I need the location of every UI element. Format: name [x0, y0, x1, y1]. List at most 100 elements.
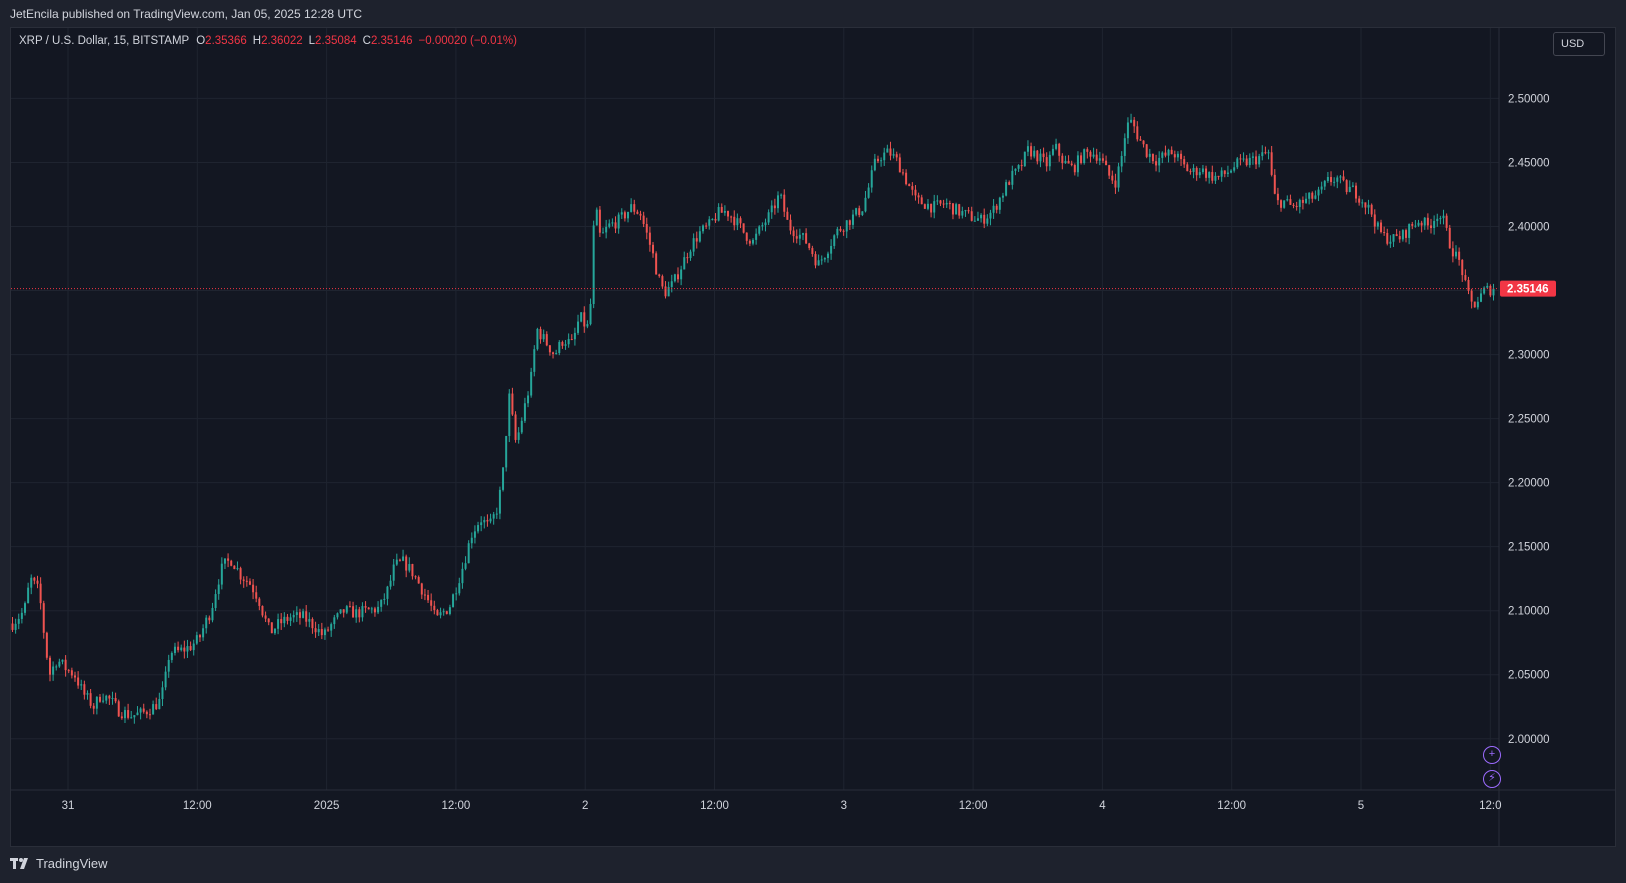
candle-body	[933, 201, 936, 213]
candle-body	[1261, 152, 1264, 157]
plus-circle-icon[interactable]: +	[1483, 746, 1501, 764]
price-axis-labels: 2.500002.450002.400002.350002.300002.250…	[1508, 93, 1550, 745]
candle-body	[680, 269, 683, 280]
candle-body	[1308, 192, 1311, 199]
lightning-circle-icon[interactable]: ⚡	[1483, 770, 1501, 788]
chart-frame[interactable]: 2.500002.450002.400002.350002.300002.250…	[10, 27, 1616, 847]
candle-body	[1273, 174, 1276, 194]
publisher-line: JetEncila published on TradingView.com, …	[10, 7, 362, 21]
candle-body	[192, 643, 195, 651]
candle-body	[630, 204, 633, 212]
candle-body	[1398, 236, 1401, 240]
candle-body	[826, 253, 829, 259]
candle-body	[873, 158, 876, 171]
candle-body	[1314, 195, 1317, 199]
candle-body	[311, 619, 314, 629]
candle-body	[408, 564, 411, 571]
candle-body	[817, 260, 820, 266]
candle-body	[361, 606, 364, 618]
candle-body	[83, 684, 86, 695]
candle-body	[764, 222, 767, 226]
candle-body	[1289, 199, 1292, 205]
candle-body	[961, 211, 964, 216]
low-label: L	[308, 35, 316, 47]
candle-body	[223, 558, 226, 564]
candle-body	[939, 200, 942, 204]
candle-body	[627, 211, 630, 219]
candle-body	[452, 594, 455, 608]
candle-body	[264, 615, 267, 619]
candle-body	[598, 209, 601, 233]
candle-body	[905, 172, 908, 185]
candle-body	[1317, 189, 1320, 196]
candle-body	[1458, 251, 1461, 260]
candle-body	[833, 235, 836, 246]
currency-button[interactable]: USD	[1553, 32, 1605, 56]
candle-body	[770, 205, 773, 213]
candle-body	[461, 568, 464, 584]
candle-body	[592, 225, 595, 305]
candle-body	[473, 531, 476, 538]
candle-body	[648, 232, 651, 245]
candle-body	[217, 584, 220, 595]
time-tick-label: 12:00	[442, 800, 471, 812]
candle-body	[1086, 149, 1089, 152]
candle-body	[814, 254, 817, 266]
candle-body	[30, 577, 33, 588]
candle-body	[1433, 221, 1436, 229]
time-tick-label: 2	[582, 800, 588, 812]
candle-body	[714, 218, 717, 221]
candle-body	[1180, 153, 1183, 160]
candle-body	[1311, 192, 1314, 199]
candle-body	[867, 187, 870, 198]
candle-body	[67, 670, 70, 672]
tradingview-logo[interactable]: TradingView	[10, 856, 108, 871]
candle-body	[1111, 175, 1114, 181]
time-tick-label: 12:0	[1479, 800, 1501, 812]
candle-body	[727, 211, 730, 217]
candles	[11, 113, 1495, 724]
candle-body	[1476, 301, 1479, 308]
candle-body	[183, 647, 186, 652]
candle-body	[1226, 172, 1229, 174]
candle-body	[1101, 158, 1104, 161]
candle-body	[464, 563, 467, 569]
candle-body	[1298, 199, 1301, 208]
candle-body	[767, 212, 770, 223]
candle-body	[976, 218, 979, 221]
candle-body	[1395, 234, 1398, 237]
candle-body	[1201, 168, 1204, 173]
candle-body	[355, 609, 358, 618]
candle-body	[1123, 138, 1126, 156]
candle-body	[702, 225, 705, 232]
candle-body	[48, 657, 51, 675]
candle-body	[1136, 126, 1139, 140]
candle-body	[658, 274, 661, 277]
time-tick-label: 4	[1099, 800, 1106, 812]
candle-body	[733, 216, 736, 226]
candle-body	[42, 603, 45, 633]
grid-lines	[11, 28, 1499, 790]
candle-body	[370, 608, 373, 610]
candle-body	[198, 635, 201, 638]
candle-body	[1198, 172, 1201, 176]
candle-body	[511, 393, 514, 415]
candle-body	[964, 210, 967, 212]
price-chart[interactable]: 2.500002.450002.400002.350002.300002.250…	[11, 28, 1615, 846]
candle-body	[811, 248, 814, 255]
candle-body	[698, 231, 701, 242]
candle-body	[1114, 180, 1117, 188]
candle-body	[948, 203, 951, 205]
candle-body	[742, 223, 745, 233]
candle-body	[880, 160, 883, 162]
candle-body	[1214, 175, 1217, 181]
candle-body	[1001, 195, 1004, 198]
candle-body	[555, 353, 558, 355]
candle-body	[1023, 151, 1026, 167]
candle-body	[717, 207, 720, 221]
candle-body	[1220, 170, 1223, 177]
candle-body	[1486, 285, 1489, 288]
time-tick-label: 3	[841, 800, 847, 812]
candle-body	[926, 203, 929, 209]
candle-body	[539, 328, 542, 340]
